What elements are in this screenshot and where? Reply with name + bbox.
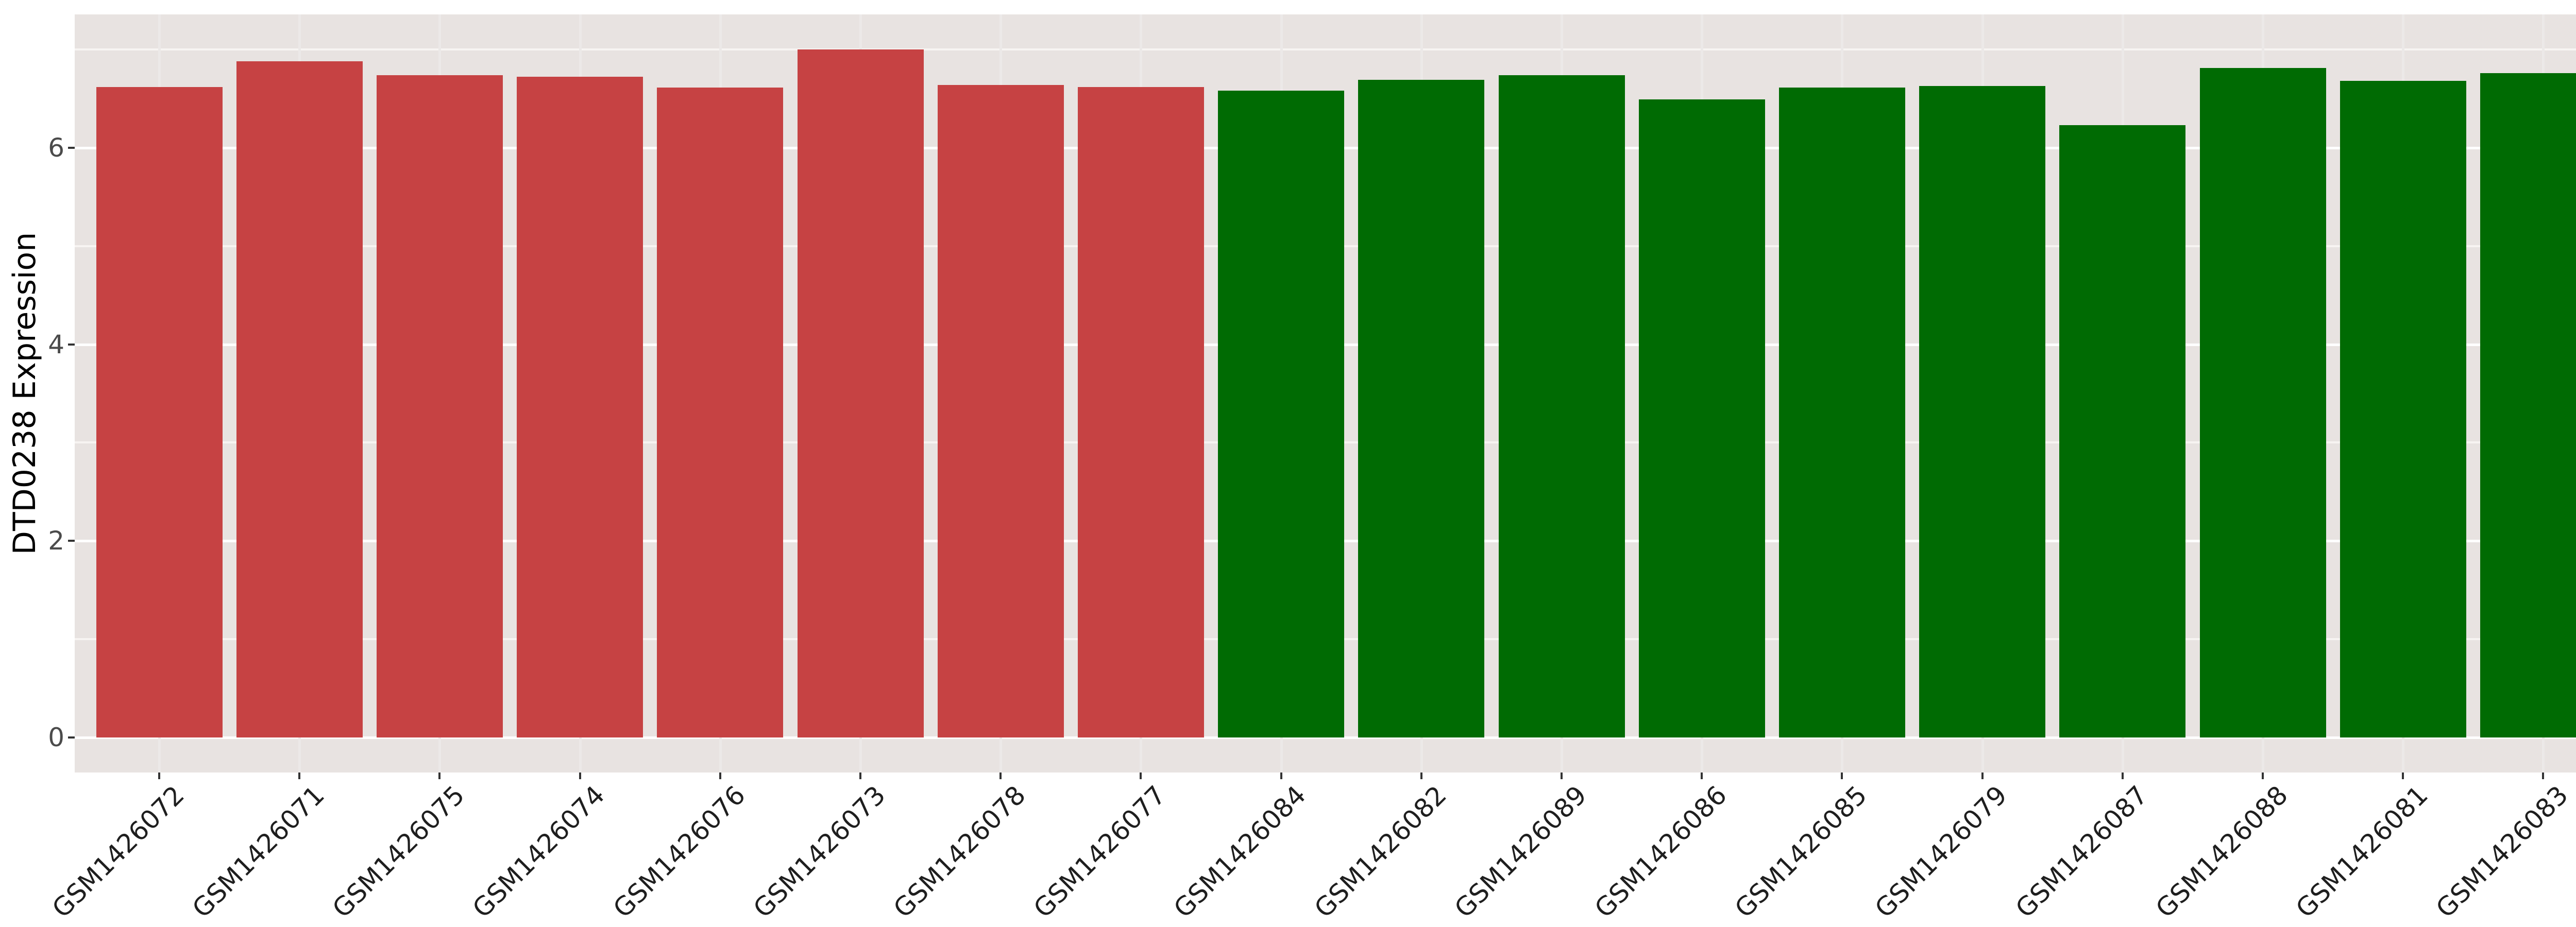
x-axis-tick xyxy=(1841,772,1843,779)
x-axis-tick xyxy=(1420,772,1422,779)
y-tick-label: 2 xyxy=(48,526,64,556)
y-minor-gridline xyxy=(75,48,2576,50)
x-axis-tick xyxy=(999,772,1002,779)
bar-GSM1426077 xyxy=(1077,87,1204,737)
bar-GSM1426088 xyxy=(2199,68,2326,737)
bar-GSM1426083 xyxy=(2480,73,2576,737)
bar-GSM1426084 xyxy=(1218,91,1345,737)
y-axis-tick xyxy=(68,146,75,149)
plot-panel xyxy=(75,14,2576,772)
x-axis-tick xyxy=(2402,772,2404,779)
y-axis-title: DTD0238 Expression xyxy=(7,232,43,555)
x-axis-tick xyxy=(298,772,301,779)
x-axis-tick xyxy=(2121,772,2124,779)
x-tick-label-GSM1426086: GSM1426086 xyxy=(1588,780,1733,924)
x-tick-label-GSM1426089: GSM1426089 xyxy=(1448,780,1592,924)
bar-GSM1426076 xyxy=(657,88,784,737)
bar-GSM1426073 xyxy=(797,49,924,737)
y-tick-label: 6 xyxy=(48,132,64,163)
x-axis-tick xyxy=(1561,772,1563,779)
bar-GSM1426085 xyxy=(1778,88,1905,737)
bar-GSM1426078 xyxy=(937,84,1064,737)
y-axis-tick xyxy=(68,736,75,739)
x-axis-tick xyxy=(438,772,441,779)
x-tick-label-GSM1426076: GSM1426076 xyxy=(607,780,751,924)
x-tick-label-GSM1426073: GSM1426073 xyxy=(747,780,891,924)
x-tick-label-GSM1426084: GSM1426084 xyxy=(1168,780,1312,924)
y-tick-label: 4 xyxy=(48,329,64,359)
y-major-gridline xyxy=(75,736,2576,739)
bar-GSM1426086 xyxy=(1638,99,1765,737)
y-tick-label: 0 xyxy=(48,723,64,752)
x-tick-label-GSM1426078: GSM1426078 xyxy=(887,780,1031,924)
x-axis-tick xyxy=(1701,772,1703,779)
bar-GSM1426087 xyxy=(2059,125,2186,737)
x-tick-label-GSM1426074: GSM1426074 xyxy=(467,780,611,924)
bar-GSM1426075 xyxy=(376,75,503,737)
x-tick-label-GSM1426083: GSM1426083 xyxy=(2430,780,2574,924)
x-tick-label-GSM1426075: GSM1426075 xyxy=(327,780,471,924)
bar-GSM1426071 xyxy=(236,61,363,737)
bar-GSM1426081 xyxy=(2340,81,2466,737)
x-axis-tick xyxy=(2262,772,2264,779)
y-axis-tick xyxy=(68,343,75,346)
x-tick-label-GSM1426077: GSM1426077 xyxy=(1028,780,1172,924)
x-tick-label-GSM1426085: GSM1426085 xyxy=(1729,780,1873,924)
x-tick-label-GSM1426087: GSM1426087 xyxy=(2009,780,2154,924)
x-tick-label-GSM1426071: GSM1426071 xyxy=(186,780,330,924)
x-tick-label-GSM1426088: GSM1426088 xyxy=(2149,780,2294,924)
bar-GSM1426074 xyxy=(517,77,643,737)
bar-GSM1426079 xyxy=(1919,85,2046,737)
bar-GSM1426072 xyxy=(96,87,223,737)
x-axis-tick xyxy=(859,772,861,779)
x-axis-tick xyxy=(579,772,581,779)
x-axis-tick xyxy=(1280,772,1282,779)
x-tick-label-GSM1426082: GSM1426082 xyxy=(1308,780,1452,924)
y-axis-tick xyxy=(68,540,75,542)
x-axis-tick xyxy=(2542,772,2545,779)
x-axis-tick xyxy=(1981,772,1984,779)
x-axis-tick xyxy=(719,772,721,779)
x-axis-tick xyxy=(158,772,160,779)
x-tick-label-GSM1426072: GSM1426072 xyxy=(46,780,190,924)
bar-GSM1426082 xyxy=(1358,80,1485,737)
x-tick-label-GSM1426079: GSM1426079 xyxy=(1869,780,2013,924)
x-tick-label-GSM1426081: GSM1426081 xyxy=(2290,780,2434,924)
bar-GSM1426089 xyxy=(1498,75,1625,737)
x-axis-tick xyxy=(1140,772,1142,779)
